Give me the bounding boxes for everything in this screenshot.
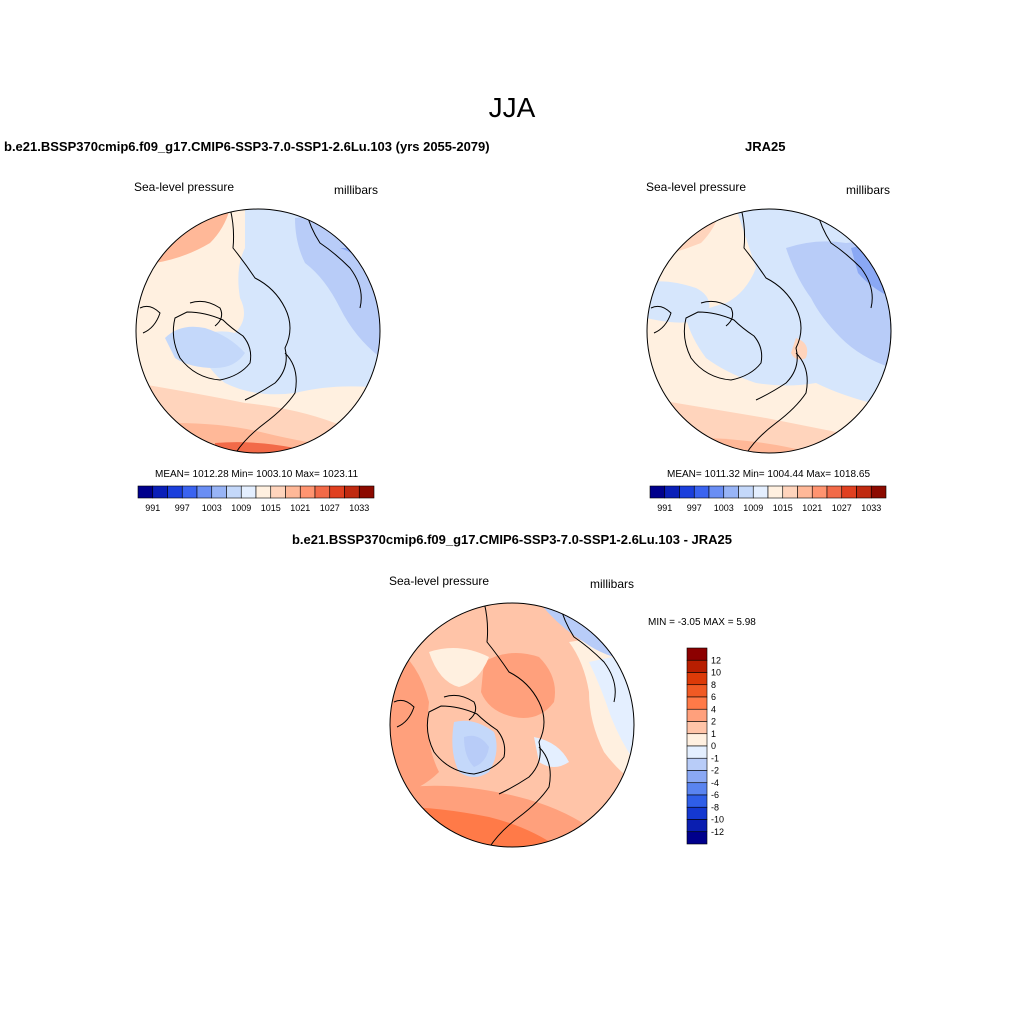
panel1-colorbar-swatch (270, 485, 286, 499)
panel3-colorbar-tick-label: -4 (711, 778, 719, 788)
panel3-colorbar-swatch (686, 647, 708, 661)
panel2-colorbar-swatch (797, 485, 813, 499)
panel2-colorbar-swatch (870, 485, 887, 499)
panel3-colorbar-tick-label: -10 (711, 815, 724, 825)
panel2-stats: MEAN= 1011.32 Min= 1004.44 Max= 1018.65 (667, 469, 871, 480)
panel1-colorbar: 991 997 1003 1009 1015 1021 1027 1033 (137, 485, 375, 513)
panel3-units-label: millibars (590, 577, 635, 591)
panel3-colorbar-tick-label: 6 (711, 692, 716, 702)
panel1-variable-label: Sea-level pressure (134, 180, 235, 194)
panel2-colorbar-swatch (811, 485, 828, 499)
panel1-colorbar-swatch (137, 485, 154, 499)
panel1-colorbar-swatch (167, 485, 183, 499)
panel3-colorbar-swatch (686, 770, 708, 784)
panel3-colorbar-swatch (686, 733, 708, 747)
panel2-colorbar-tick-label: 1027 (832, 503, 852, 513)
panel2-colorbar-swatch (767, 485, 784, 499)
panel1-colorbar-tick-label: 1003 (202, 503, 222, 513)
panel2-map (646, 208, 892, 454)
panel1-colorbar-swatch (226, 485, 242, 499)
panel1-colorbar-swatch (211, 485, 227, 499)
panel1-title: b.e21.BSSP370cmip6.f09_g17.CMIP6-SSP3-7.… (4, 139, 490, 154)
panel2-colorbar-tick-label: 1015 (773, 503, 793, 513)
panel3-colorbar-swatch (686, 696, 708, 710)
page-title: JJA (488, 92, 536, 123)
panel2-colorbar-tick-label: 1033 (861, 503, 881, 513)
panel1-colorbar-swatch (285, 485, 301, 499)
panel3-colorbar-tick-label: -8 (711, 802, 719, 812)
panel1-colorbar-swatch (240, 485, 257, 499)
panel1-colorbar-tick-label: 1033 (349, 503, 369, 513)
panel3-colorbar-swatch (686, 794, 708, 808)
panel1-colorbar-swatch (152, 485, 168, 499)
panel1-map (135, 208, 381, 454)
panel2-colorbar-swatch (841, 485, 857, 499)
panel1-colorbar-swatch (196, 485, 213, 499)
panel1-colorbar-tick-label: 1021 (290, 503, 310, 513)
panel3-variable-label: Sea-level pressure (389, 574, 490, 588)
panel1-colorbar-swatch (314, 485, 331, 499)
panel3-colorbar-swatch (686, 708, 708, 722)
panel3-colorbar-tick-label: 1 (711, 729, 716, 739)
panel3-colorbar-swatch (686, 806, 708, 820)
panel1-colorbar-swatch (329, 485, 345, 499)
panel2-colorbar-swatch (856, 485, 872, 499)
panel2-colorbar-tick-label: 1009 (743, 503, 763, 513)
panel3-colorbar-tick-label: -12 (711, 827, 724, 837)
panel2-colorbar-swatch (738, 485, 754, 499)
panel3-colorbar-swatch (686, 659, 708, 673)
panel1-stats: MEAN= 1012.28 Min= 1003.10 Max= 1023.11 (155, 469, 359, 480)
panel1-colorbar-swatch (255, 485, 272, 499)
panel3-colorbar-swatch (686, 831, 708, 845)
panel1-colorbar-swatch (181, 485, 198, 499)
panel2-colorbar: 991 997 1003 1009 1015 1021 1027 1033 (649, 485, 887, 513)
panel3-colorbar-tick-label: -2 (711, 766, 719, 776)
panel2-colorbar-tick-label: 997 (687, 503, 702, 513)
panel3-title: b.e21.BSSP370cmip6.f09_g17.CMIP6-SSP3-7.… (291, 532, 733, 547)
panel2-colorbar-swatch (693, 485, 710, 499)
panel3-colorbar-tick-label: -6 (711, 790, 719, 800)
panel2-units-label: millibars (846, 183, 891, 197)
panel1-colorbar-swatch (358, 485, 375, 499)
panel3-colorbar-swatch (686, 672, 708, 686)
panel2-colorbar-swatch (708, 485, 725, 499)
panel2-colorbar-tick-label: 1021 (802, 503, 822, 513)
panel2-colorbar-swatch (723, 485, 739, 499)
panel2-colorbar-swatch (752, 485, 769, 499)
panel3-colorbar-tick-label: 4 (711, 704, 716, 714)
panel2-colorbar-tick-label: 1003 (714, 503, 734, 513)
panel2-title: JRA25 (745, 139, 786, 154)
panel2-colorbar-swatch (782, 485, 798, 499)
panel3-colorbar-tick-label: 8 (711, 680, 716, 690)
panel3-colorbar-swatch (686, 757, 708, 771)
panel3-colorbar-swatch (686, 745, 708, 759)
panel3-colorbar-swatch (686, 721, 708, 735)
panel1-colorbar-tick-label: 991 (145, 503, 160, 513)
panel2-variable-label: Sea-level pressure (646, 180, 747, 194)
panel3-colorbar-tick-label: 12 (711, 655, 721, 665)
panel3-colorbar-tick-label: 0 (711, 741, 716, 751)
panel2-colorbar-tick-label: 991 (657, 503, 672, 513)
panel1-colorbar-swatch (299, 485, 316, 499)
panel1-colorbar-tick-label: 1009 (231, 503, 251, 513)
panel3-colorbar-tick-label: -1 (711, 753, 719, 763)
panel3-map (389, 602, 635, 848)
panel3-colorbar-tick-label: 10 (711, 668, 721, 678)
panel3-colorbar-swatch (686, 819, 708, 833)
panel2-colorbar-swatch (826, 485, 843, 499)
panel1-colorbar-tick-label: 1027 (320, 503, 340, 513)
panel3-stats: MIN = -3.05 MAX = 5.98 (648, 617, 756, 628)
panel1-colorbar-tick-label: 997 (175, 503, 190, 513)
panel1-colorbar-swatch (344, 485, 360, 499)
panel2-colorbar-swatch (664, 485, 680, 499)
panel3-colorbar-swatch (686, 782, 708, 796)
panel2-colorbar-swatch (649, 485, 666, 499)
panel3-colorbar-tick-label: 2 (711, 717, 716, 727)
panel3-colorbar-swatch (686, 684, 708, 698)
panel1-colorbar-tick-label: 1015 (261, 503, 281, 513)
panel2-colorbar-swatch (679, 485, 695, 499)
panel1-units-label: millibars (334, 183, 379, 197)
